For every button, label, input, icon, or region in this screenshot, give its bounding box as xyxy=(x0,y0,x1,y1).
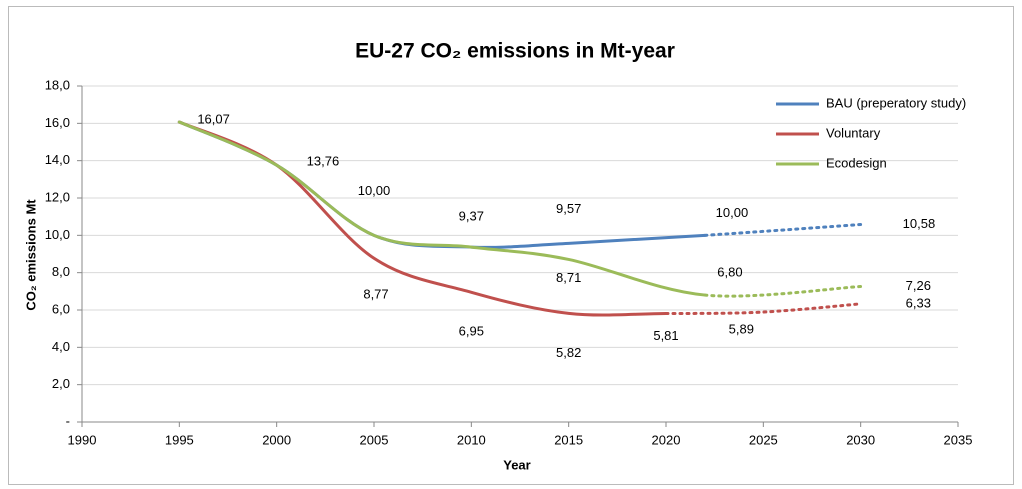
projected-line xyxy=(664,302,863,316)
chart-title: EU-27 CO₂ emissions in Mt-year xyxy=(355,40,675,63)
line xyxy=(177,120,707,297)
legend-label: BAU (preperatory study) xyxy=(826,95,966,110)
y-axis-label: CO₂ emissions Mt xyxy=(23,199,38,311)
y-tick-label: 8,0 xyxy=(52,264,70,279)
data-label: 7,26 xyxy=(906,278,931,293)
y-tick-label: 2,0 xyxy=(52,376,70,391)
x-tick-label: 2025 xyxy=(749,432,778,447)
data-label: 9,57 xyxy=(556,201,581,216)
data-label: 6,33 xyxy=(906,295,931,310)
data-label: 6,80 xyxy=(717,265,742,280)
x-tick-label: 2010 xyxy=(457,432,486,447)
data-label: 16,07 xyxy=(197,111,230,126)
x-tick-label: 2000 xyxy=(262,432,291,447)
y-tick-label: 14,0 xyxy=(45,152,70,167)
projected-line xyxy=(703,223,863,237)
data-label: 9,37 xyxy=(459,209,484,224)
y-tick-label: 6,0 xyxy=(52,301,70,316)
data-label: 5,82 xyxy=(556,345,581,360)
y-tick-label: 16,0 xyxy=(45,115,70,130)
data-label: 10,58 xyxy=(903,216,936,231)
x-tick-label: 1990 xyxy=(68,432,97,447)
x-tick-label: 2035 xyxy=(944,432,973,447)
y-tick-label: 12,0 xyxy=(45,189,70,204)
y-tick-label: - xyxy=(66,413,70,428)
data-label: 8,71 xyxy=(556,270,581,285)
x-tick-label: 2005 xyxy=(360,432,389,447)
y-tick-label: 10,0 xyxy=(45,227,70,242)
x-tick-label: 2020 xyxy=(652,432,681,447)
legend-label: Ecodesign xyxy=(826,155,887,170)
data-label: 5,89 xyxy=(729,321,754,336)
y-tick-label: 18,0 xyxy=(45,77,70,92)
data-label: 8,77 xyxy=(363,287,388,302)
x-tick-label: 2030 xyxy=(846,432,875,447)
projected-line xyxy=(703,284,863,298)
x-axis-label: Year xyxy=(503,457,530,472)
data-label: 13,76 xyxy=(307,154,340,169)
x-tick-label: 1995 xyxy=(165,432,194,447)
data-label: 10,00 xyxy=(358,183,391,198)
x-tick-label: 2015 xyxy=(554,432,583,447)
data-label: 10,00 xyxy=(716,205,749,220)
legend-label: Voluntary xyxy=(826,125,881,140)
y-tick-label: 4,0 xyxy=(52,339,70,354)
data-label: 6,95 xyxy=(459,324,484,339)
data-label: 5,81 xyxy=(653,328,678,343)
